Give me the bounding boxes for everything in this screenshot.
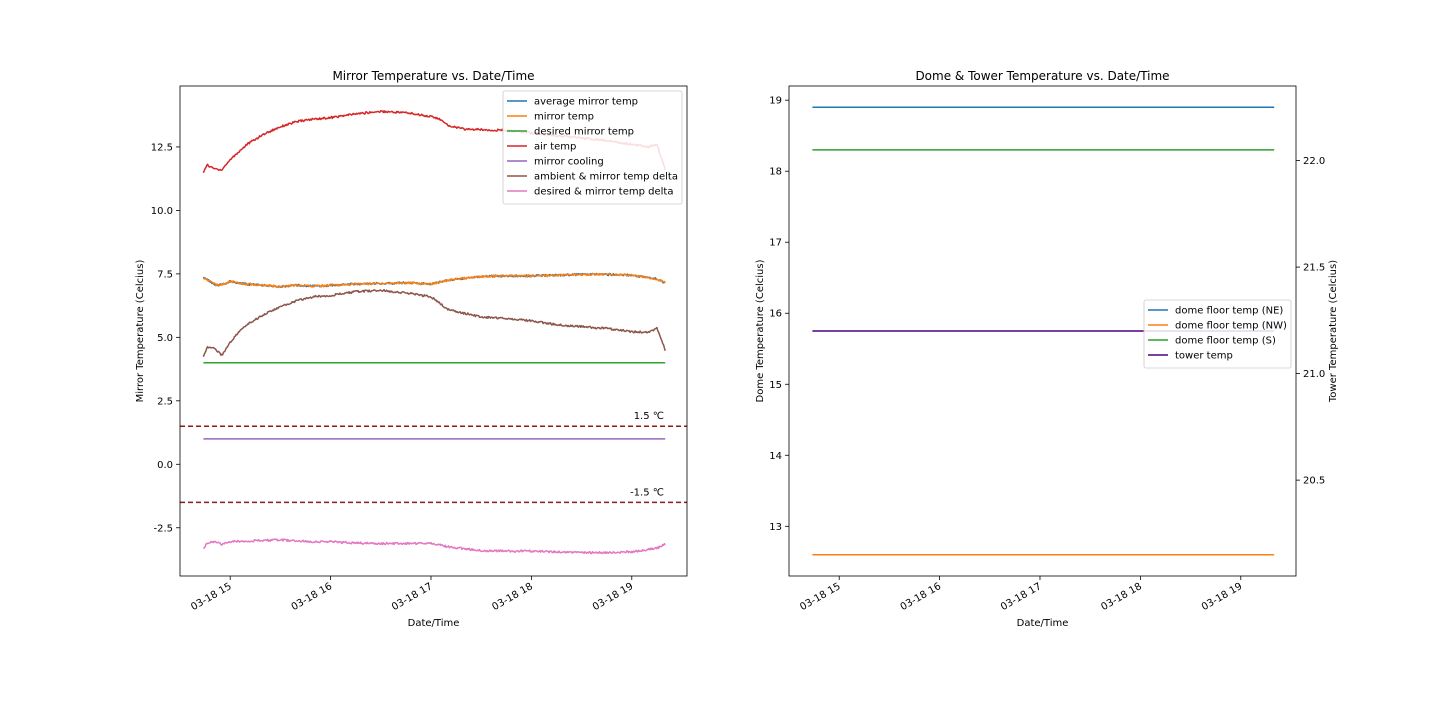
legend-label: ambient & mirror temp delta bbox=[534, 172, 678, 183]
y-right-tick-label: 20.5 bbox=[1303, 476, 1325, 487]
series-line bbox=[202, 538, 666, 555]
legend-label: dome floor temp (NE) bbox=[1175, 306, 1283, 317]
y-tick-label: 14 bbox=[769, 451, 782, 462]
chart-title: Mirror Temperature vs. Date/Time bbox=[332, 69, 534, 83]
legend-label: tower temp bbox=[1175, 351, 1233, 362]
x-tick-label: 03-18 17 bbox=[390, 581, 434, 613]
y-tick-label: 17 bbox=[769, 238, 782, 249]
y-tick-label: 7.5 bbox=[157, 269, 173, 280]
legend-label: desired mirror temp bbox=[534, 127, 634, 138]
y-axis-label: Dome Temperature (Celcius) bbox=[755, 259, 766, 402]
y-tick-label: 0.0 bbox=[157, 460, 173, 471]
legend-label: dome floor temp (S) bbox=[1175, 336, 1276, 347]
chart-title: Dome & Tower Temperature vs. Date/Time bbox=[915, 69, 1169, 83]
x-axis-label: Date/Time bbox=[1017, 618, 1069, 629]
y-tick-label: 16 bbox=[769, 309, 782, 320]
x-tick-label: 03-18 17 bbox=[999, 581, 1043, 613]
y-tick-label: -2.5 bbox=[153, 523, 173, 534]
legend-label: air temp bbox=[534, 142, 576, 153]
legend: average mirror temp mirror temp desired mi… bbox=[502, 90, 683, 205]
legend-frame bbox=[1143, 299, 1292, 369]
legend-label: desired & mirror temp delta bbox=[534, 187, 673, 198]
x-axis-label: Date/Time bbox=[408, 618, 460, 629]
y-tick-label: 18 bbox=[769, 167, 782, 178]
mirror-temperature-chart: Mirror Temperature vs. Date/Time 1.5 ℃ -1… bbox=[135, 69, 688, 629]
x-tick-label: 03-18 18 bbox=[490, 581, 534, 613]
reference-line-label: 1.5 ℃ bbox=[634, 411, 664, 422]
legend-label: average mirror temp bbox=[534, 97, 638, 108]
y-right-tick-label: 22.0 bbox=[1303, 156, 1325, 167]
legend-label: mirror cooling bbox=[534, 157, 604, 168]
y-tick-label: 10.0 bbox=[151, 206, 173, 217]
y-tick-label: 12.5 bbox=[151, 142, 173, 153]
dome-tower-temperature-chart: Dome & Tower Temperature vs. Date/Time 0… bbox=[755, 69, 1339, 629]
x-tick-label: 03-18 15 bbox=[798, 581, 842, 613]
y-tick-label: 2.5 bbox=[157, 396, 173, 407]
y-tick-label: 15 bbox=[769, 380, 782, 391]
y-axis-right-label: Tower Temperature (Celcius) bbox=[1328, 260, 1339, 403]
legend-label: mirror temp bbox=[534, 112, 594, 123]
y-tick-label: 5.0 bbox=[157, 333, 173, 344]
x-tick-label: 03-18 18 bbox=[1099, 581, 1143, 613]
legend-frame bbox=[502, 90, 683, 205]
x-tick-label: 03-18 16 bbox=[899, 581, 943, 613]
x-tick-label: 03-18 15 bbox=[189, 581, 233, 613]
y-tick-label: 19 bbox=[769, 96, 782, 107]
legend-label: dome floor temp (NW) bbox=[1175, 321, 1287, 332]
series-line bbox=[202, 288, 666, 357]
y-right-tick-label: 21.0 bbox=[1303, 369, 1325, 380]
plot-frame bbox=[788, 85, 1297, 577]
legend: dome floor temp (NE) dome floor temp (NW)… bbox=[1143, 299, 1292, 369]
x-tick-label: 03-18 16 bbox=[290, 581, 334, 613]
y-tick-label: 13 bbox=[769, 522, 782, 533]
reference-line-label: -1.5 ℃ bbox=[630, 487, 664, 498]
series-line bbox=[202, 272, 666, 289]
x-tick-label: 03-18 19 bbox=[591, 581, 635, 613]
y-axis-label: Mirror Temperature (Celcius) bbox=[135, 260, 146, 403]
plot-frame bbox=[179, 85, 688, 577]
x-tick-label: 03-18 19 bbox=[1200, 581, 1244, 613]
y-right-tick-label: 21.5 bbox=[1303, 263, 1325, 274]
